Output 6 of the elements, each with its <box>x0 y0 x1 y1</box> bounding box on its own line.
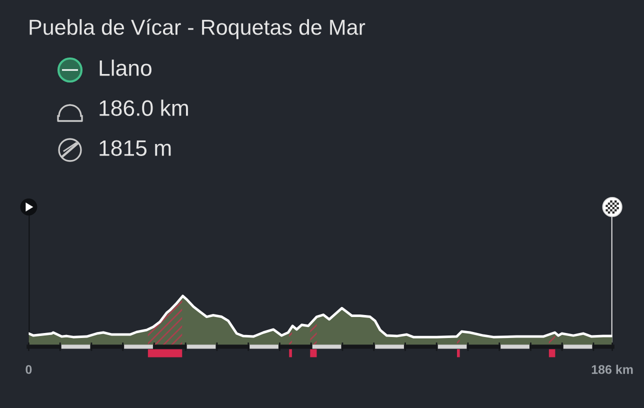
x-tick-label: 0 <box>26 365 32 374</box>
text: 186.0 km <box>100 100 188 116</box>
text: 1815 m <box>100 140 171 156</box>
chart-title: Puebla de Vícar - Roquetas de Mar <box>30 18 366 40</box>
text: Llano <box>100 60 152 76</box>
x-tick-label: 186 km <box>592 364 633 374</box>
